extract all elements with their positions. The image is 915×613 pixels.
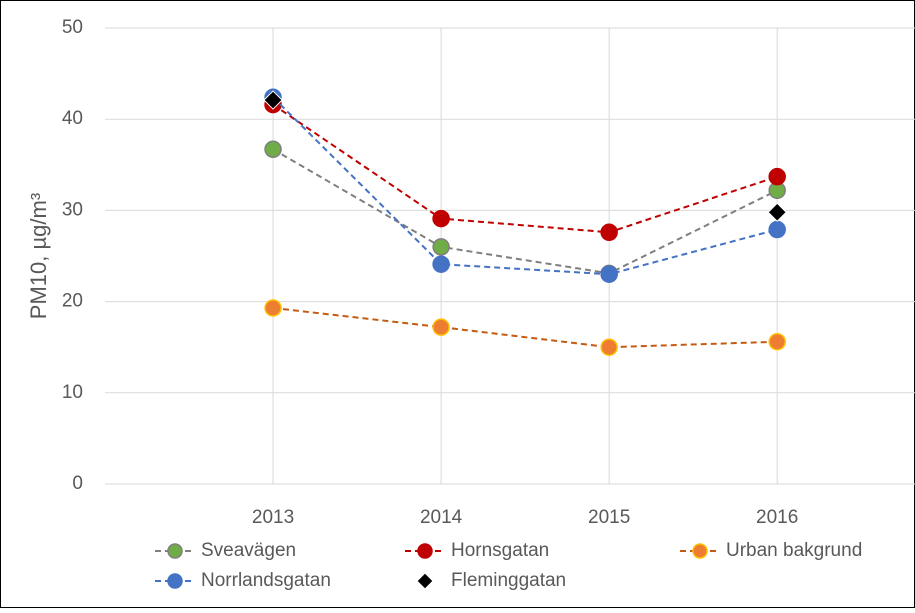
marker — [432, 318, 450, 336]
marker — [767, 202, 787, 222]
legend-marker — [167, 543, 183, 559]
y-axis-title: PM10, µg/m³ — [26, 193, 51, 319]
series-line — [272, 96, 778, 276]
marker — [600, 265, 618, 283]
x-tick-label: 2016 — [756, 507, 798, 528]
marker — [768, 220, 786, 239]
legend-label: Urban bakgrund — [726, 540, 862, 561]
marker — [432, 209, 450, 228]
x-tick-label: 2014 — [420, 507, 463, 528]
legend-label: Hornsgatan — [451, 540, 549, 561]
y-tick-label: 30 — [62, 199, 83, 220]
y-tick-label: 40 — [62, 108, 83, 129]
legend-label: Sveavägen — [201, 540, 296, 561]
series-line — [272, 306, 778, 349]
legend-marker — [167, 573, 183, 589]
marker — [264, 140, 282, 159]
marker — [263, 90, 283, 110]
marker — [768, 332, 786, 351]
y-tick-label: 50 — [62, 17, 83, 38]
y-tick-label: 20 — [62, 291, 83, 312]
marker — [768, 167, 786, 186]
y-tick-label: 0 — [72, 473, 83, 494]
legend-label: Fleminggatan — [451, 570, 566, 591]
x-tick-label: 2013 — [252, 507, 294, 528]
series-line — [272, 103, 778, 234]
legend-marker — [417, 543, 433, 559]
marker — [600, 338, 618, 356]
marker — [600, 223, 618, 242]
marker — [432, 238, 450, 256]
x-tick-label: 2015 — [588, 507, 630, 528]
legend-marker — [692, 543, 708, 559]
legend-label: Norrlandsgatan — [201, 570, 331, 591]
y-tick-label: 10 — [62, 382, 83, 403]
marker — [432, 255, 450, 273]
legend-marker — [416, 572, 434, 590]
marker — [264, 299, 282, 317]
